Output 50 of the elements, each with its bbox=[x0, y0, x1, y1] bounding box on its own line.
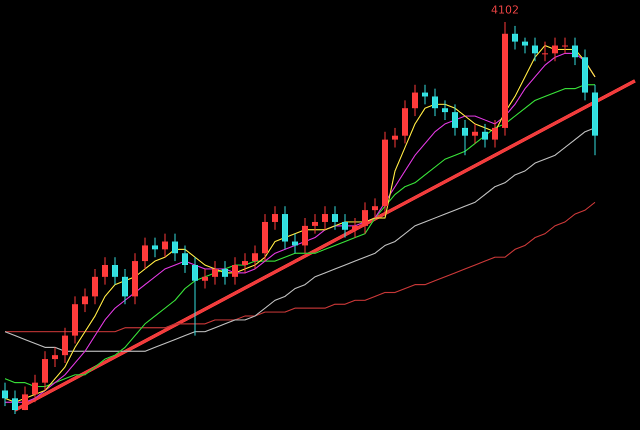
candlestick bbox=[492, 120, 498, 148]
annotation: 4102 bbox=[491, 3, 519, 16]
candlestick bbox=[482, 123, 488, 148]
candlestick bbox=[252, 244, 258, 270]
candlestick bbox=[292, 233, 298, 254]
candlestick bbox=[242, 252, 248, 274]
candlestick bbox=[102, 256, 108, 286]
candlestick bbox=[332, 206, 338, 230]
candlestick bbox=[162, 233, 168, 258]
candlestick bbox=[192, 256, 198, 336]
candlestick bbox=[152, 237, 158, 258]
candlestick bbox=[442, 100, 448, 120]
candlestick bbox=[522, 37, 528, 54]
candlestick bbox=[342, 214, 348, 238]
candlestick bbox=[432, 88, 438, 117]
candlestick bbox=[572, 37, 578, 66]
candlestick bbox=[22, 386, 28, 411]
candlestick bbox=[532, 37, 538, 62]
candlestick bbox=[92, 268, 98, 305]
candlestick bbox=[322, 206, 328, 230]
candlestick bbox=[542, 41, 548, 62]
candlestick bbox=[372, 198, 378, 218]
candlestick bbox=[222, 260, 228, 286]
candlestick bbox=[302, 218, 308, 254]
candlestick bbox=[212, 260, 218, 286]
candlestick bbox=[422, 84, 428, 105]
candlestick bbox=[392, 127, 398, 148]
candlestick bbox=[52, 346, 58, 368]
candlestick bbox=[172, 233, 178, 262]
candlestick bbox=[452, 104, 458, 136]
candlestick bbox=[12, 390, 18, 414]
candlestick bbox=[362, 202, 368, 234]
candlestick bbox=[272, 206, 278, 230]
candlestick bbox=[42, 350, 48, 391]
candlestick bbox=[82, 288, 88, 313]
candlestick bbox=[112, 256, 118, 286]
candlestick bbox=[122, 268, 128, 305]
candlestick bbox=[552, 37, 558, 62]
candlestick bbox=[232, 256, 238, 286]
candlestick bbox=[182, 244, 188, 274]
candlestick bbox=[32, 374, 38, 403]
candlestick bbox=[2, 382, 8, 407]
candlestick bbox=[512, 25, 518, 50]
candlestick bbox=[352, 218, 358, 238]
candlestick bbox=[62, 327, 68, 364]
candlestick bbox=[312, 214, 318, 234]
candlestick bbox=[562, 37, 568, 54]
candlestick bbox=[412, 84, 418, 117]
candlestick bbox=[142, 237, 148, 270]
candlestick bbox=[462, 120, 468, 156]
